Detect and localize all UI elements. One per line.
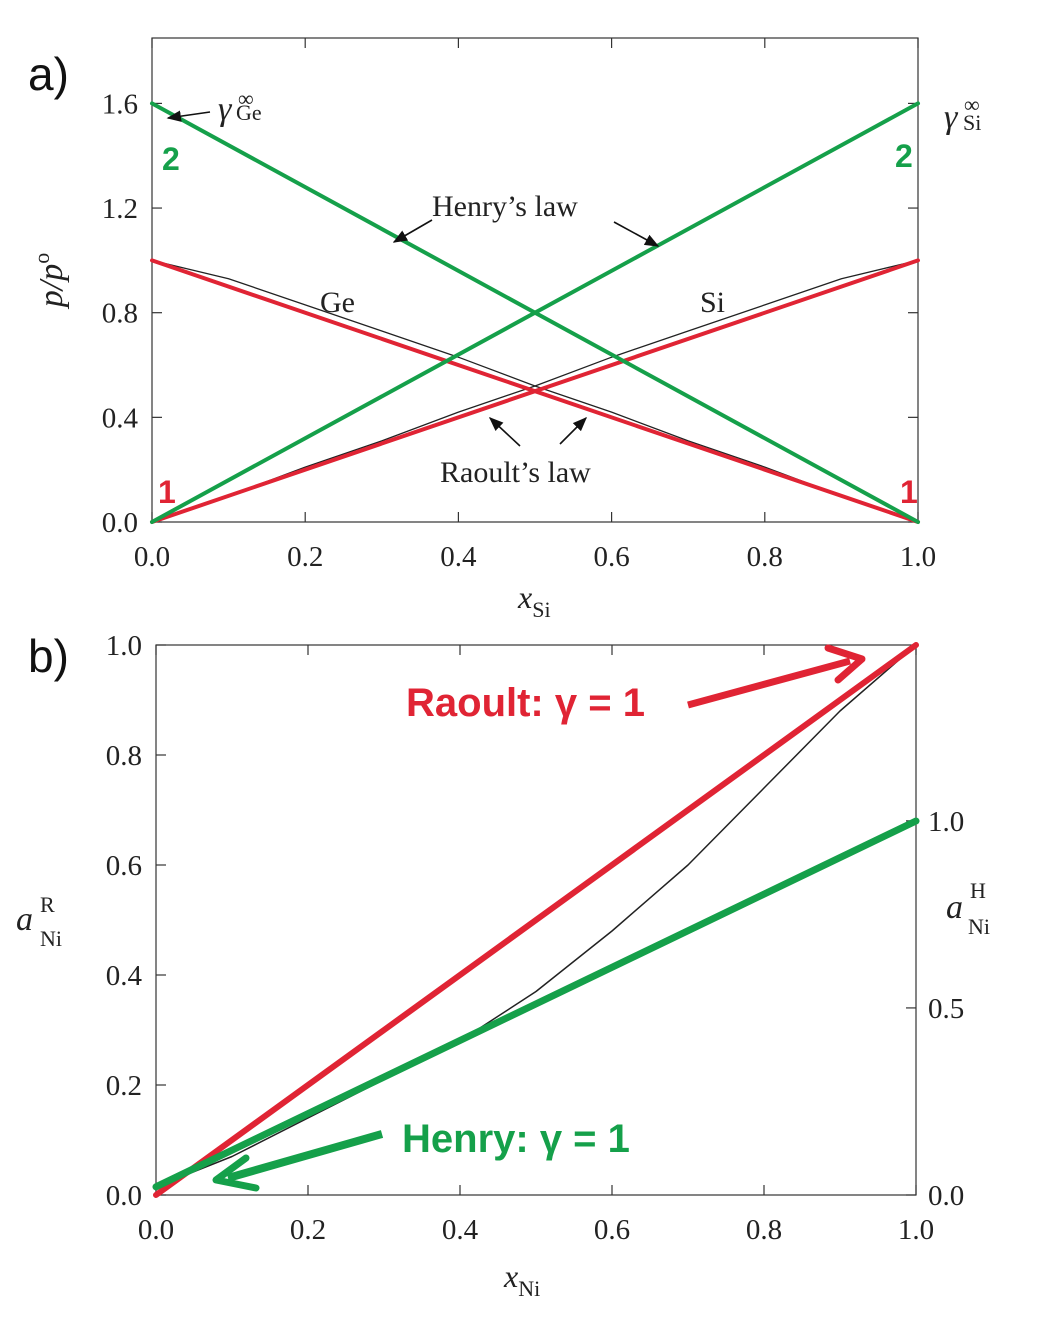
henry-law-arrow-left (392, 219, 433, 243)
y-tick-label: 1.0 (106, 630, 142, 662)
x-tick-label: 0.0 (138, 1214, 174, 1246)
y-tick-label: 0.8 (106, 740, 142, 772)
panel-b-y-ticks: 0.0 0.2 0.4 0.6 0.8 1.0 (106, 630, 166, 1212)
gamma-ge-sub: Ge (236, 100, 262, 125)
gamma-ge-arrow (166, 110, 211, 122)
series-activity-curve (155, 644, 917, 1188)
y-tick-label: 1.6 (102, 88, 138, 120)
panel-b-series (152, 642, 920, 1198)
gamma-ge-label: γ (218, 91, 233, 128)
y-tick-label: 0.4 (102, 402, 139, 434)
panel-a: a) 0.0 0.2 0.4 0.6 0.8 1.0 0.0 0.4 0.8 1.2 1.6 p/… (28, 37, 981, 622)
raoult-callout-arrowhead (824, 644, 866, 684)
series-henry-si (150, 101, 920, 524)
panel-a-frame (151, 37, 919, 523)
panel-b-y-label-sub: Ni (40, 926, 62, 951)
series-raoult-si (150, 258, 920, 524)
panel-a-x-label: xSi (517, 579, 551, 622)
panel-b-frame (155, 644, 917, 1196)
x-tick-label: 0.4 (442, 1214, 479, 1246)
left-two-marker: 2 (162, 141, 180, 177)
raoult-gamma-label: Raoult: γ = 1 (406, 681, 645, 725)
x-tick-label: 0.2 (290, 1214, 326, 1246)
x-tick-label: 0.2 (287, 541, 323, 573)
panel-b-label: b) (28, 630, 69, 682)
panel-a-y-label: p/po (29, 253, 70, 309)
y2-tick-label: 0.5 (928, 993, 964, 1025)
y-tick-label: 0.2 (106, 1070, 142, 1102)
y2-tick-label: 0.0 (928, 1180, 964, 1212)
panel-b: b) 0.0 0.2 0.4 0.6 0.8 1.0 0.0 0.2 0.4 0.6 0.8 1.0… (16, 630, 990, 1301)
right-two-marker: 2 (895, 138, 913, 174)
panel-b-y-label: a (16, 901, 33, 938)
x-tick-label: 0.6 (593, 541, 629, 573)
gamma-si-label: γ (944, 99, 959, 136)
y-tick-label: 0.6 (106, 850, 142, 882)
y-tick-label: 0.0 (102, 507, 138, 539)
raoult-law-arrow-left (488, 417, 521, 447)
x-tick-label: 0.6 (594, 1214, 630, 1246)
panel-b-y2-label: a (946, 889, 963, 926)
panel-a-series (150, 101, 920, 524)
panel-b-y2-label-sup: H (970, 878, 986, 903)
x-tick-label: 1.0 (900, 541, 936, 573)
panel-b-y-label-sup: R (40, 892, 55, 917)
raoult-law-label: Raoult’s law (440, 456, 591, 489)
x-tick-label: 0.0 (134, 541, 170, 573)
raoult-callout-arrow (687, 657, 851, 709)
ge-curve-label: Ge (320, 286, 355, 319)
y-tick-label: 0.8 (102, 298, 138, 330)
x-tick-label: 0.8 (747, 541, 783, 573)
si-curve-label: Si (700, 286, 725, 319)
panel-b-y2-ticks: 0.0 0.5 1.0 (906, 806, 964, 1212)
y2-tick-label: 1.0 (928, 806, 964, 838)
henry-gamma-label: Henry: γ = 1 (402, 1117, 630, 1161)
y-tick-label: 0.0 (106, 1180, 142, 1212)
henry-callout-arrow (226, 1130, 384, 1182)
x-tick-label: 0.4 (440, 541, 477, 573)
henry-callout-arrowhead (212, 1154, 260, 1192)
series-henry-line (152, 817, 920, 1191)
raoult-law-arrow-right (559, 416, 588, 445)
x-tick-label: 1.0 (898, 1214, 934, 1246)
panel-a-x-ticks: 0.0 0.2 0.4 0.6 0.8 1.0 (134, 38, 936, 573)
panel-a-label: a) (28, 48, 69, 100)
y-tick-label: 1.2 (102, 193, 138, 225)
series-raoult-line (153, 642, 919, 1198)
panel-a-y-ticks: 0.0 0.4 0.8 1.2 1.6 (102, 88, 918, 539)
gamma-si-sub: Si (963, 110, 981, 135)
panel-b-y2-label-sub: Ni (968, 914, 990, 939)
panel-b-x-ticks: 0.0 0.2 0.4 0.6 0.8 1.0 (138, 645, 934, 1246)
panel-b-x-label: xNi (503, 1258, 540, 1301)
gamma-ge-sup: ∞ (238, 86, 254, 111)
henry-law-arrow-right (613, 221, 660, 247)
right-one-marker: 1 (900, 474, 918, 510)
x-tick-label: 0.8 (746, 1214, 782, 1246)
left-one-marker: 1 (158, 474, 176, 510)
henry-law-label: Henry’s law (432, 190, 578, 223)
gamma-si-sup: ∞ (964, 92, 980, 117)
y-tick-label: 0.4 (106, 960, 143, 992)
